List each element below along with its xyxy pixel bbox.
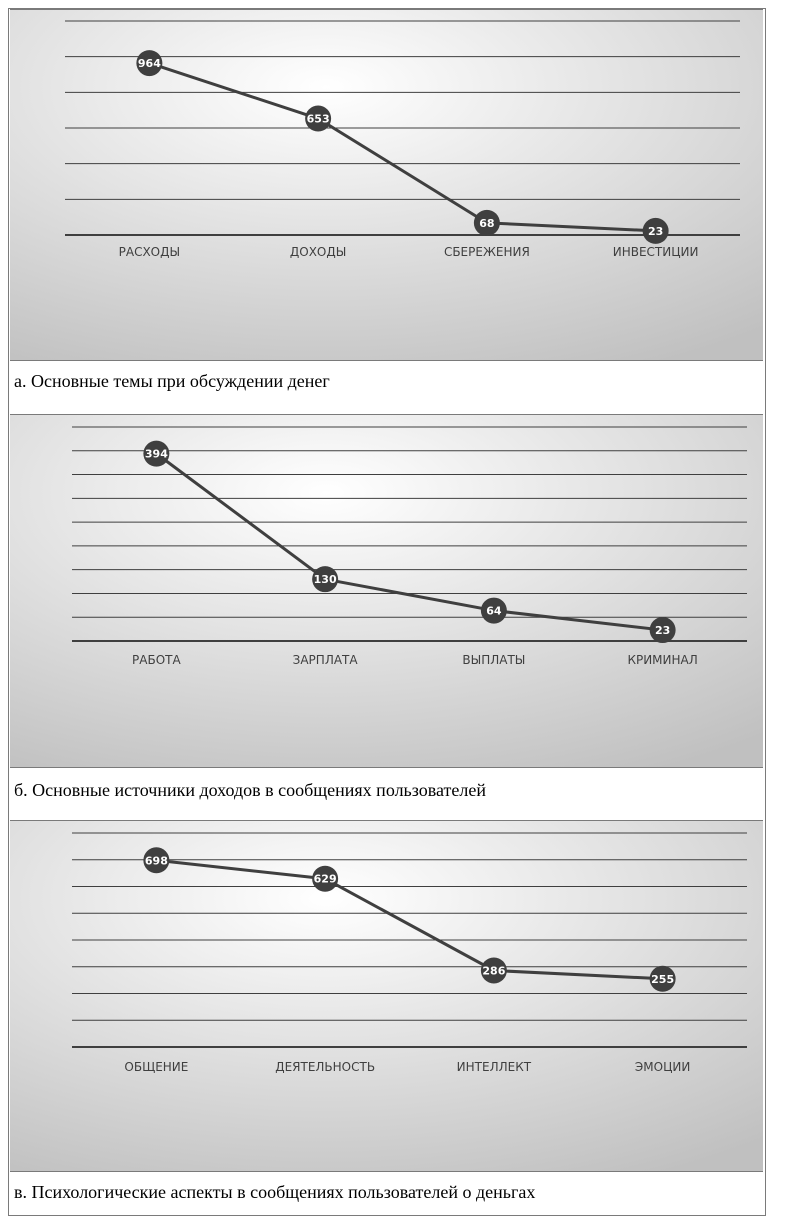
category-label: СБЕРЕЖЕНИЯ bbox=[444, 245, 530, 259]
category-label: ИНТЕЛЛЕКТ bbox=[457, 1060, 532, 1074]
data-label: 68 bbox=[479, 217, 494, 230]
category-label: ОБЩЕНИЕ bbox=[124, 1060, 188, 1074]
caption-a: а. Основные темы при обсуждении денег bbox=[14, 371, 330, 391]
chart-a: 964 653 68 23 РАСХОДЫ ДОХОДЫ СБЕРЕЖЕНИЯ ИНВЕСТИ… bbox=[10, 10, 763, 360]
caption-b: б. Основные источники доходов в сообщени… bbox=[14, 780, 487, 800]
chart-b: 394 130 64 23 РАБОТА ЗАРПЛАТА ВЫПЛАТЫ КРИМИНАЛ bbox=[10, 415, 763, 767]
chart-background bbox=[10, 821, 763, 1171]
category-label: РАБОТА bbox=[132, 653, 181, 667]
data-point bbox=[143, 847, 170, 874]
chart-background bbox=[10, 10, 763, 360]
chart-panel-a: 964 653 68 23 РАСХОДЫ ДОХОДЫ СБЕРЕЖЕНИЯ ИНВЕСТИ… bbox=[10, 9, 763, 361]
data-label: 394 bbox=[145, 448, 168, 461]
category-label: ВЫПЛАТЫ bbox=[462, 653, 525, 667]
data-label: 964 bbox=[138, 57, 161, 70]
data-point bbox=[649, 617, 676, 644]
category-label: ДОХОДЫ bbox=[290, 245, 346, 259]
data-label: 23 bbox=[648, 225, 663, 238]
caption-c: в. Психологические аспекты в сообщениях … bbox=[14, 1182, 536, 1202]
data-point bbox=[480, 957, 507, 984]
category-label: КРИМИНАЛ bbox=[627, 653, 697, 667]
category-label: РАСХОДЫ bbox=[119, 245, 180, 259]
chart-panel-b: 394 130 64 23 РАБОТА ЗАРПЛАТА ВЫПЛАТЫ КРИМИНАЛ bbox=[10, 414, 763, 768]
series-line bbox=[155, 452, 663, 632]
category-label: ЗАРПЛАТА bbox=[293, 653, 359, 667]
data-label: 23 bbox=[655, 624, 670, 637]
data-point bbox=[473, 209, 500, 236]
data-label: 130 bbox=[314, 573, 337, 586]
data-point bbox=[305, 105, 332, 132]
data-label: 653 bbox=[307, 113, 330, 126]
data-point bbox=[136, 50, 163, 77]
data-point bbox=[312, 865, 339, 892]
data-label: 64 bbox=[486, 605, 502, 618]
series-line bbox=[148, 61, 656, 233]
category-label: ЭМОЦИИ bbox=[635, 1060, 690, 1074]
data-point bbox=[143, 440, 170, 467]
data-point bbox=[642, 217, 669, 244]
category-label: ИНВЕСТИЦИИ bbox=[613, 245, 699, 259]
chart-panel-c: 698 629 286 255 ОБЩЕНИЕ ДЕЯТЕЛЬНОСТЬ ИНТЕЛЛЕКТ… bbox=[10, 820, 763, 1172]
data-point bbox=[480, 597, 507, 624]
data-point bbox=[312, 566, 339, 593]
data-label: 698 bbox=[145, 854, 168, 867]
data-label: 629 bbox=[314, 873, 337, 886]
category-label: ДЕЯТЕЛЬНОСТЬ bbox=[275, 1060, 375, 1074]
data-point bbox=[649, 965, 676, 992]
data-label: 255 bbox=[651, 973, 674, 986]
data-label: 286 bbox=[482, 964, 505, 977]
series-line bbox=[156, 858, 663, 981]
chart-c: 698 629 286 255 ОБЩЕНИЕ ДЕЯТЕЛЬНОСТЬ ИНТЕЛЛЕКТ… bbox=[10, 821, 763, 1171]
